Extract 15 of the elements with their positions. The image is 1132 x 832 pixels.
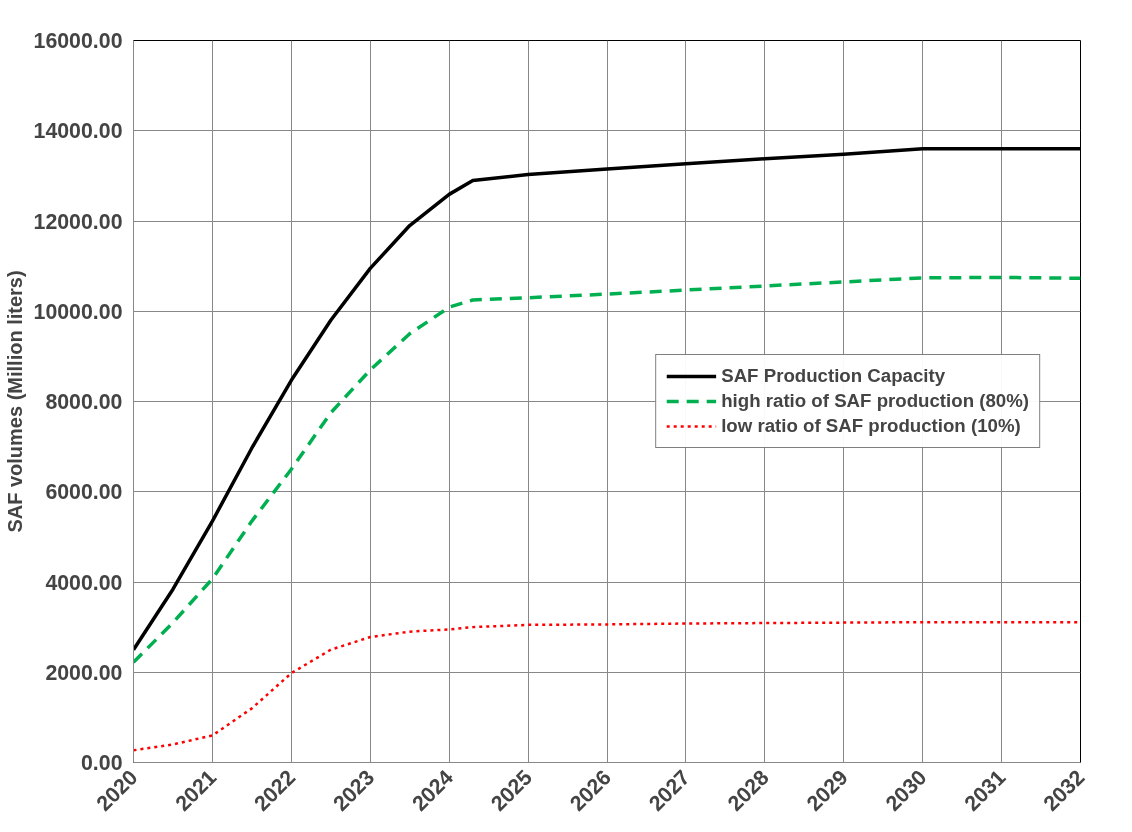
y-tick-label: 16000.00 (33, 29, 123, 53)
y-tick-label: 4000.00 (45, 570, 123, 595)
legend-label: low ratio of SAF production (10%) (721, 415, 1021, 437)
y-tick-label: 8000.00 (45, 390, 123, 414)
legend-label: high ratio of SAF production (80%) (721, 390, 1029, 412)
line-series (133, 275, 1081, 665)
line-series (133, 147, 1081, 652)
y-tick-label: 0.00 (80, 751, 123, 775)
y-tick-label: 6000.00 (45, 480, 123, 505)
y-axis-title: SAF volumes (Million liters) (3, 270, 26, 533)
y-tick-label: 2000.00 (45, 660, 123, 685)
legend-label: SAF Production Capacity (721, 365, 946, 387)
y-tick-label: 10000.00 (33, 299, 123, 324)
y-tick-label: 14000.00 (33, 119, 123, 144)
y-tick-label: 12000.00 (33, 209, 123, 234)
